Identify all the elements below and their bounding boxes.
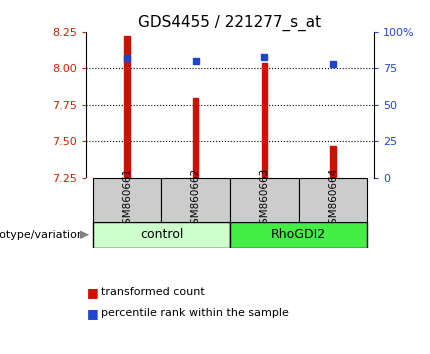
Text: GSM860664: GSM860664: [328, 168, 338, 231]
Bar: [299, 178, 367, 222]
Bar: [93, 178, 161, 222]
Text: control: control: [140, 228, 183, 241]
Text: RhoGDI2: RhoGDI2: [271, 228, 326, 241]
Text: GSM860661: GSM860661: [122, 168, 132, 231]
Bar: [230, 178, 299, 222]
Text: ■: ■: [86, 286, 98, 298]
Bar: [93, 222, 230, 248]
Bar: [330, 145, 336, 178]
Text: GSM860663: GSM860663: [259, 168, 269, 231]
Text: genotype/variation: genotype/variation: [0, 230, 85, 240]
Text: percentile rank within the sample: percentile rank within the sample: [101, 308, 289, 318]
Text: ■: ■: [86, 307, 98, 320]
Text: transformed count: transformed count: [101, 287, 205, 297]
Text: GSM860662: GSM860662: [191, 168, 201, 231]
Title: GDS4455 / 221277_s_at: GDS4455 / 221277_s_at: [138, 14, 322, 30]
Bar: [124, 36, 130, 178]
Bar: [161, 178, 230, 222]
Bar: [230, 222, 367, 248]
Bar: [261, 63, 267, 178]
Bar: [193, 97, 199, 178]
